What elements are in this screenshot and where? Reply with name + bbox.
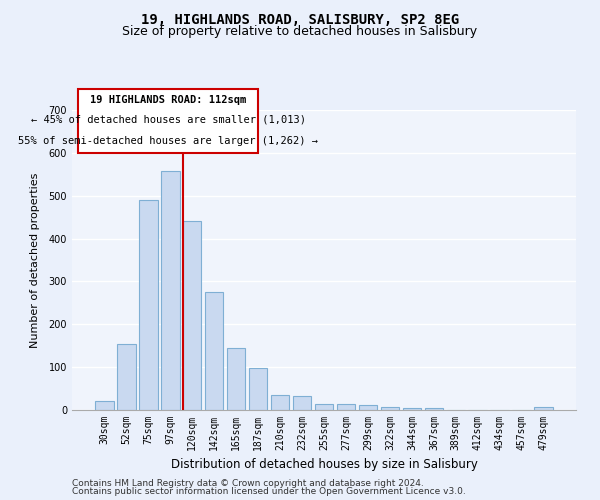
- Bar: [95, 400, 113, 410]
- Text: ← 45% of detached houses are smaller (1,013): ← 45% of detached houses are smaller (1,…: [31, 114, 305, 124]
- Bar: [271, 395, 289, 410]
- Text: Size of property relative to detached houses in Salisbury: Size of property relative to detached ho…: [122, 25, 478, 38]
- Bar: [314, 404, 334, 410]
- Bar: [535, 408, 553, 410]
- X-axis label: Distribution of detached houses by size in Salisbury: Distribution of detached houses by size …: [170, 458, 478, 471]
- Bar: [403, 408, 421, 410]
- Bar: [161, 172, 179, 410]
- Bar: [183, 222, 202, 410]
- Bar: [205, 292, 223, 410]
- Bar: [359, 405, 377, 410]
- Text: 19, HIGHLANDS ROAD, SALISBURY, SP2 8EG: 19, HIGHLANDS ROAD, SALISBURY, SP2 8EG: [141, 12, 459, 26]
- Bar: [117, 344, 136, 410]
- Text: Contains public sector information licensed under the Open Government Licence v3: Contains public sector information licen…: [72, 487, 466, 496]
- Bar: [139, 200, 158, 410]
- Text: Contains HM Land Registry data © Crown copyright and database right 2024.: Contains HM Land Registry data © Crown c…: [72, 478, 424, 488]
- Bar: [337, 404, 355, 410]
- Bar: [425, 408, 443, 410]
- Bar: [380, 408, 399, 410]
- Text: 19 HIGHLANDS ROAD: 112sqm: 19 HIGHLANDS ROAD: 112sqm: [90, 95, 246, 105]
- Text: 55% of semi-detached houses are larger (1,262) →: 55% of semi-detached houses are larger (…: [18, 136, 318, 145]
- Bar: [249, 368, 268, 410]
- Bar: [293, 396, 311, 410]
- Y-axis label: Number of detached properties: Number of detached properties: [31, 172, 40, 348]
- Bar: [227, 348, 245, 410]
